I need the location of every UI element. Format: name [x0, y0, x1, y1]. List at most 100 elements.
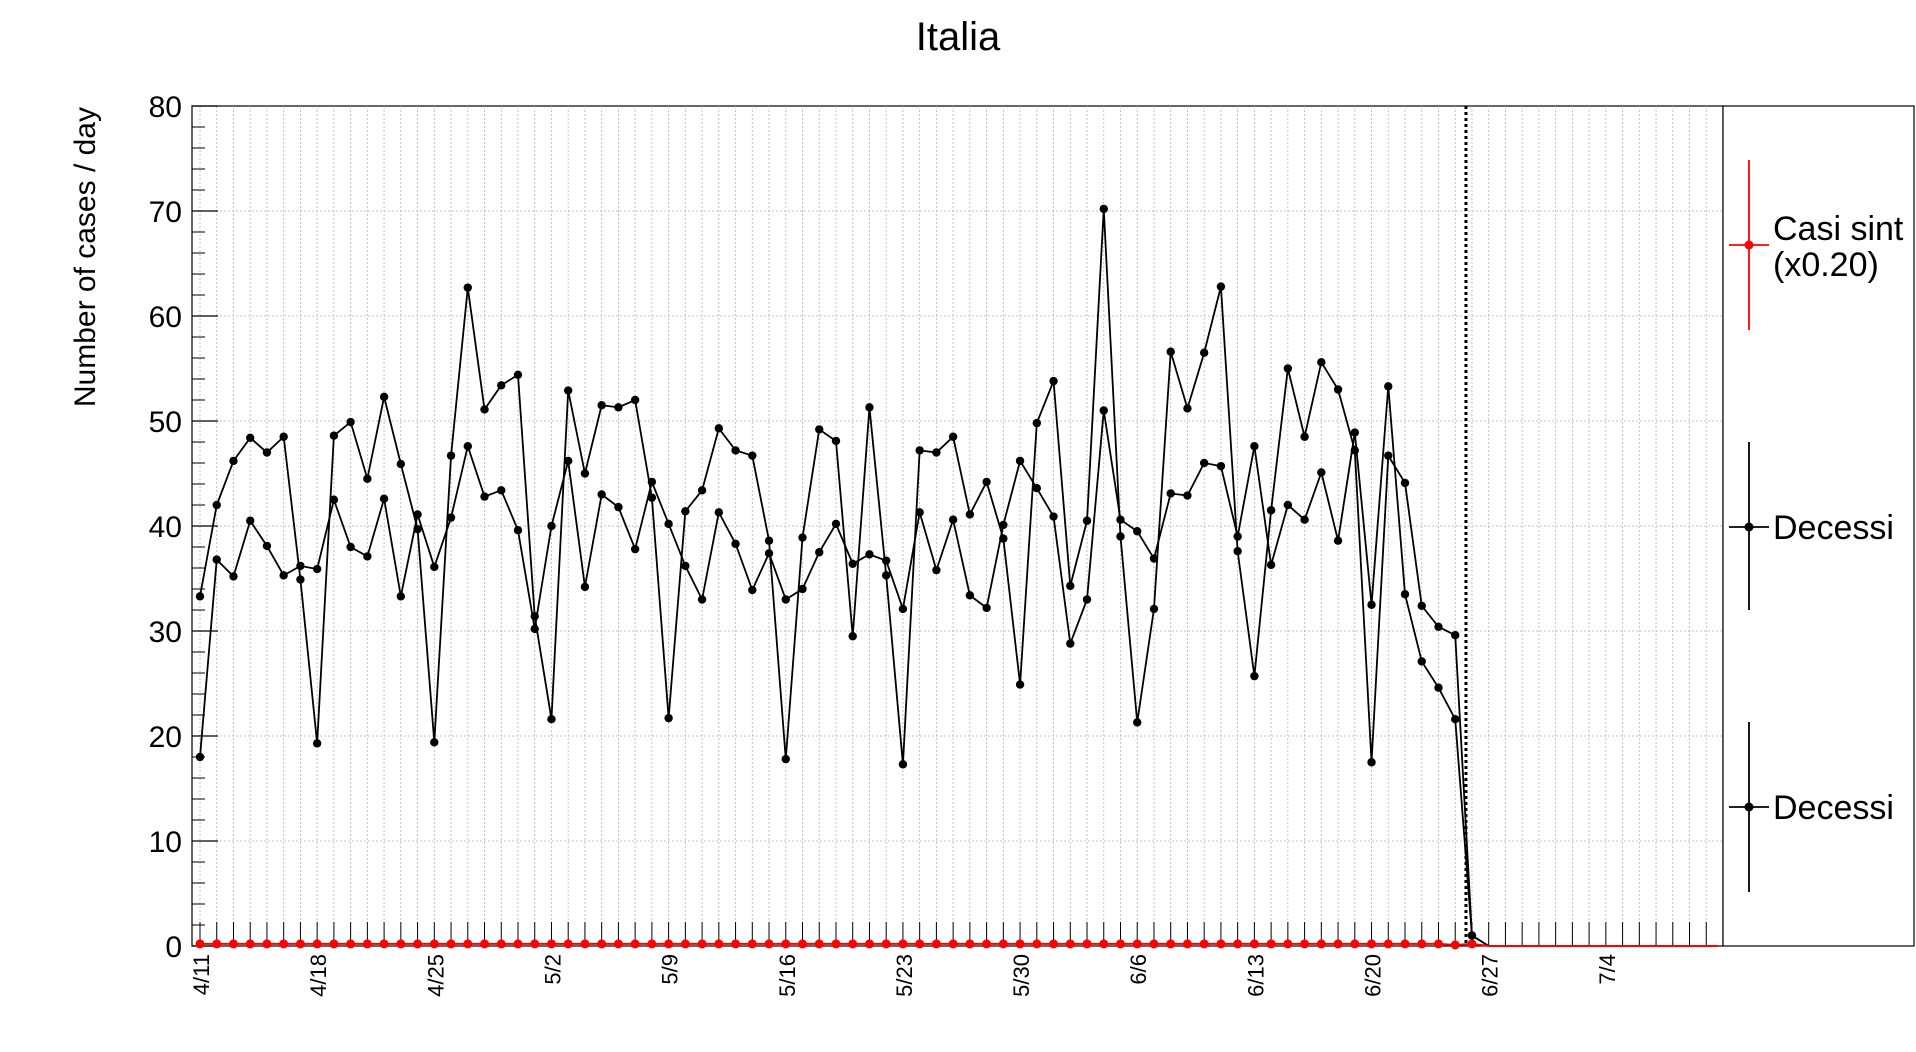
data-point	[446, 451, 456, 460]
data-point	[1049, 512, 1058, 521]
y-axis-label: Number of cases / day	[69, 107, 102, 407]
data-point	[363, 552, 372, 561]
data-point	[1032, 418, 1042, 428]
data-point	[262, 448, 272, 457]
data-point	[1266, 506, 1276, 515]
data-point	[312, 739, 322, 748]
data-point	[848, 559, 857, 568]
data-point	[815, 548, 824, 557]
x-tick-label: 6/6	[1126, 954, 1151, 985]
data-point	[781, 754, 790, 764]
data-point	[998, 939, 1008, 949]
data-point	[614, 403, 623, 412]
data-point	[1032, 484, 1042, 493]
data-point	[580, 582, 590, 592]
data-point	[229, 456, 238, 466]
data-point	[999, 520, 1008, 530]
data-point	[831, 939, 841, 949]
data-point	[580, 939, 590, 949]
data-point	[212, 500, 221, 510]
data-point	[881, 556, 891, 565]
data-point	[1283, 500, 1293, 510]
data-point	[747, 939, 757, 949]
data-point	[1317, 358, 1326, 367]
data-point	[865, 550, 874, 559]
data-point	[446, 939, 456, 949]
data-point	[614, 502, 623, 512]
data-point	[480, 405, 489, 414]
data-point	[647, 493, 657, 502]
data-point	[296, 561, 305, 571]
data-point	[530, 939, 540, 949]
data-point	[1049, 376, 1058, 386]
data-point	[781, 939, 791, 949]
data-point	[1149, 939, 1159, 949]
data-point	[831, 519, 841, 529]
data-point	[429, 939, 439, 949]
data-point	[1249, 939, 1259, 949]
data-point	[1300, 432, 1309, 441]
data-point	[613, 939, 623, 949]
data-point	[547, 521, 556, 531]
data-point	[864, 939, 874, 949]
data-point	[1015, 680, 1025, 689]
data-point	[1283, 939, 1293, 949]
data-point	[497, 381, 506, 390]
data-point	[664, 939, 674, 949]
data-point	[430, 562, 439, 572]
data-point	[881, 939, 891, 949]
data-point	[948, 939, 958, 949]
data-point	[413, 939, 423, 949]
data-point	[195, 592, 205, 601]
data-point	[597, 490, 606, 499]
data-point	[965, 939, 975, 949]
data-point	[279, 939, 289, 949]
x-tick-label: 6/13	[1243, 954, 1268, 997]
data-point	[1434, 622, 1443, 631]
data-point	[1383, 939, 1393, 949]
legend: Casi sint(x0.20) Decessi Decessi	[1729, 160, 1904, 892]
data-point	[329, 431, 339, 440]
data-point	[798, 939, 808, 949]
data-point	[1183, 404, 1192, 413]
data-point	[480, 939, 490, 949]
data-point	[1367, 600, 1376, 609]
data-point	[1300, 515, 1309, 524]
data-point	[798, 533, 807, 542]
data-point	[814, 939, 824, 949]
data-point	[1216, 282, 1226, 291]
data-point	[346, 417, 355, 427]
data-point	[1250, 671, 1259, 681]
data-point	[1333, 536, 1343, 545]
data-point	[647, 477, 657, 487]
data-point	[681, 507, 690, 516]
data-point	[1066, 639, 1075, 648]
data-point	[697, 486, 707, 495]
data-point	[195, 939, 205, 949]
x-tick-label: 5/30	[1009, 954, 1034, 997]
data-point	[1317, 468, 1326, 477]
data-point	[848, 939, 858, 949]
data-point	[530, 624, 539, 634]
x-tick-label: 5/23	[892, 954, 917, 997]
x-tick-label: 5/16	[775, 954, 800, 997]
data-point	[1367, 758, 1376, 767]
data-point	[1133, 527, 1142, 536]
data-point	[664, 713, 673, 723]
data-point	[1199, 939, 1209, 949]
y-tick-label: 60	[149, 301, 182, 334]
data-point	[1384, 451, 1393, 460]
data-point	[898, 939, 908, 949]
data-point	[915, 446, 924, 455]
data-point	[547, 715, 556, 724]
data-point	[430, 738, 439, 747]
data-point	[363, 474, 372, 483]
data-point	[396, 592, 406, 601]
data-point	[865, 403, 874, 412]
data-point	[1082, 939, 1092, 949]
y-tick-label: 30	[149, 616, 182, 649]
data-point	[1266, 560, 1276, 570]
y-tick-label: 80	[149, 91, 182, 124]
data-point	[1082, 516, 1092, 525]
